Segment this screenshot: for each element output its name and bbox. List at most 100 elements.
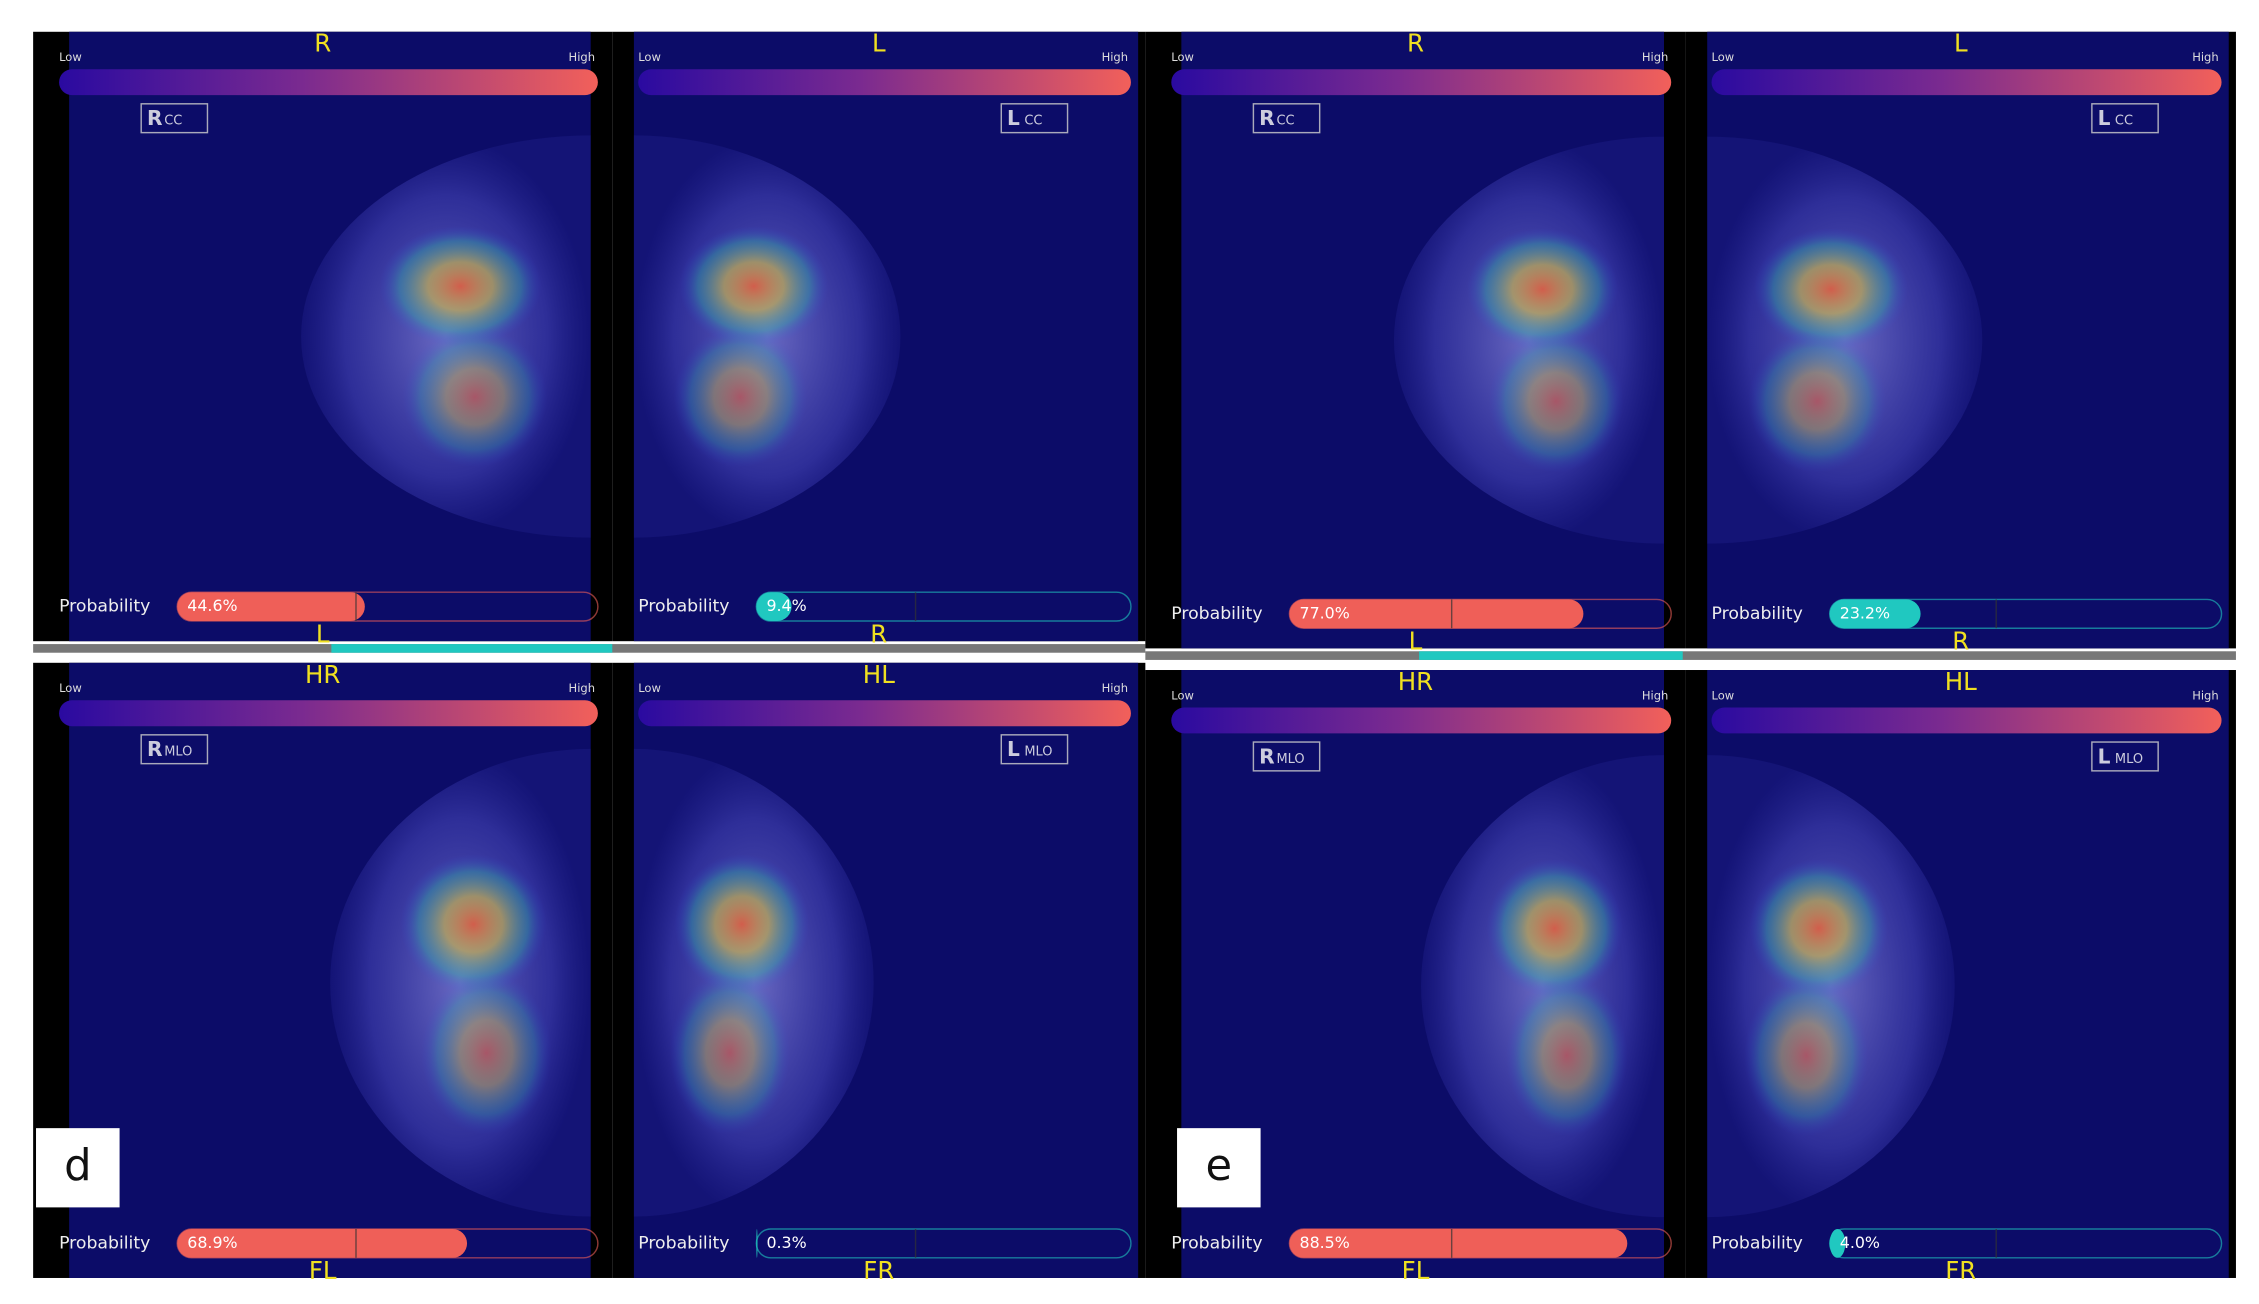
badge-frame (140, 734, 209, 765)
probability-value: 23.2% (1840, 603, 1890, 622)
probability-label: Probability (638, 1233, 729, 1253)
colorbar (1171, 707, 1672, 734)
probability-track (176, 591, 599, 622)
heatmap (1749, 859, 1889, 998)
probability-bar (177, 592, 365, 622)
colorbar-high: High (1642, 50, 1668, 64)
probability-label: Probability (1171, 604, 1262, 624)
colorbar-high: High (1642, 688, 1668, 702)
badge-frame (1000, 103, 1069, 134)
panel-label: e (1206, 1141, 1233, 1191)
heatmap (379, 225, 542, 347)
separator-active (331, 644, 613, 653)
probability-bar (1289, 1228, 1628, 1258)
badge-frame (1252, 103, 1321, 134)
bottom-label: FR (1945, 1256, 1976, 1285)
colorbar-low: Low (59, 50, 82, 64)
view: Low High HR R MLO Probability 68.9% FL (33, 660, 613, 1285)
badge-frame (140, 103, 209, 134)
colorbar (59, 69, 598, 96)
badge-side: R (147, 737, 163, 761)
top-label: HR (1398, 667, 1433, 696)
top-label: HR (305, 660, 340, 689)
badge-view: MLO (164, 745, 192, 760)
badge-side: R (147, 106, 163, 130)
badge-side: L (2098, 106, 2111, 130)
bottom-label: R (870, 619, 887, 648)
bottom-label: R (1952, 627, 1969, 656)
colorbar-low: Low (1712, 688, 1735, 702)
colorbar-low: Low (1712, 50, 1735, 64)
badge-frame (2091, 741, 2159, 772)
heatmap (400, 854, 547, 995)
probability-value: 88.5% (1300, 1233, 1350, 1252)
view: Low High L L CC Probability 23.2% R (1685, 29, 2236, 656)
heatmap (1753, 228, 1909, 351)
badge-view: CC (2115, 114, 2133, 129)
heatmap (673, 326, 808, 468)
heatmap (674, 854, 810, 995)
colorbar-high: High (2192, 50, 2218, 64)
bottom-label: FR (863, 1256, 894, 1285)
top-label: R (1407, 29, 1424, 58)
bottom-label: L (1409, 627, 1423, 656)
top-label: L (1954, 29, 1968, 58)
badge-side: L (1007, 737, 1020, 761)
colorbar (638, 700, 1131, 727)
probability-label: Probability (1712, 1233, 1803, 1253)
badge-frame (1252, 741, 1321, 772)
probability-value: 44.6% (187, 596, 237, 615)
probability-bar (177, 1228, 468, 1258)
heatmap (1486, 859, 1623, 998)
colorbar-high: High (2192, 688, 2218, 702)
colorbar (1711, 69, 2222, 96)
probability-label: Probability (1171, 1233, 1262, 1253)
heatmap (402, 326, 548, 468)
badge-side: R (1259, 744, 1275, 768)
bottom-label: FL (309, 1256, 337, 1285)
colorbar (1711, 707, 2222, 734)
probability-bar (756, 592, 792, 622)
bottom-label: FL (1402, 1256, 1430, 1285)
probability-bar (1829, 1228, 1846, 1258)
colorbar-high: High (569, 681, 595, 695)
probability-value: 4.0% (1840, 1233, 1880, 1252)
bottom-label: L (316, 619, 330, 648)
probability-label: Probability (1712, 604, 1803, 624)
colorbar-low: Low (1171, 688, 1194, 702)
probability-value: 0.3% (766, 1233, 806, 1252)
colorbar (1171, 69, 1672, 96)
view: Low High L L CC Probability 9.4% R (612, 29, 1146, 648)
probability-label: Probability (59, 597, 150, 617)
colorbar (59, 700, 598, 727)
badge-frame (1000, 734, 1069, 765)
heatmap (1466, 228, 1619, 351)
probability-value: 9.4% (766, 596, 806, 615)
heatmap (1505, 974, 1628, 1137)
probability-value: 68.9% (187, 1233, 237, 1252)
colorbar-low: Low (638, 50, 661, 64)
badge-view: CC (1276, 114, 1294, 129)
colorbar-low: Low (1171, 50, 1194, 64)
top-label: HL (863, 660, 895, 689)
badge-view: CC (1024, 114, 1042, 129)
probability-value: 77.0% (1300, 603, 1350, 622)
badge-side: L (1007, 106, 1020, 130)
probability-bar (756, 1228, 758, 1258)
view: Low High HL L MLO Probability 0.3% FR (612, 660, 1146, 1285)
panel-label: d (64, 1141, 91, 1191)
colorbar-high: High (1102, 50, 1128, 64)
badge-view: MLO (2115, 752, 2143, 767)
top-label: R (314, 29, 331, 58)
probability-bar (1829, 599, 1921, 629)
panel-label-box (36, 1128, 120, 1208)
heatmap (679, 225, 829, 347)
heatmap (1748, 329, 1887, 473)
colorbar-high: High (1102, 681, 1128, 695)
badge-side: L (2098, 744, 2111, 768)
badge-view: MLO (1024, 745, 1052, 760)
badge-frame (2091, 103, 2159, 134)
